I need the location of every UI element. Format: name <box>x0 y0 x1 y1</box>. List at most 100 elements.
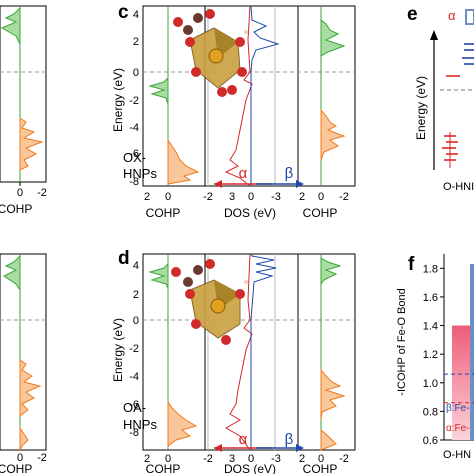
panel-f-ytick-label: 0.8 <box>423 406 438 418</box>
panel-d-ytick-2: 0 <box>133 315 139 327</box>
panel-d-alpha-arrowhead <box>214 444 222 452</box>
panel-f-bars <box>452 264 474 440</box>
panel-c-right-green-fill <box>320 18 346 57</box>
panel-c-left-xtick-0: 2 <box>144 191 150 203</box>
panel-d-beta-label: β <box>285 431 294 448</box>
panel-e-axis-arrowhead <box>430 30 438 40</box>
panel-c-right-xlabel: COHP <box>303 206 338 220</box>
panel-c-yticks: 4 2 0 -2 -4 -6 -8 <box>129 9 139 188</box>
left-top-frame <box>0 5 47 183</box>
panel-d-ytick-3: -2 <box>129 343 139 355</box>
panel-c-beta-arrowhead <box>296 180 304 188</box>
left-fragment-top: 0 -2 COHP <box>0 5 47 216</box>
panel-c-right-orange-fill <box>320 108 346 161</box>
panel-f: f -ICOHP of Fe-O Bond 1.8 1.6 1.4 1.2 1.0 0.8… <box>396 254 474 461</box>
panel-f-ytick-label: 1.4 <box>423 321 438 333</box>
panel-e-letter: e <box>407 4 418 25</box>
left-bottom-frame <box>0 253 47 451</box>
panel-f-letter: f <box>408 254 415 275</box>
panel-f-ytick-label: 1.6 <box>423 292 438 304</box>
panel-c-dos-beta-curve <box>250 5 280 186</box>
panel-d-dos-xtick-1: 3 <box>229 453 235 465</box>
panel-d-letter: d <box>118 248 130 269</box>
panel-f-yticks: 1.8 1.6 1.4 1.2 1.0 0.8 0.6 <box>423 263 444 447</box>
panel-d-left-xtick-1: 0 <box>165 453 171 465</box>
panel-c-frame <box>142 5 356 187</box>
panel-d-dos-alpha-curve <box>224 253 253 451</box>
panel-c-ylabel: Energy (eV) <box>111 68 125 132</box>
panel-f-ytick-label: 0.6 <box>423 435 438 447</box>
panel-c-dos-xtick-0: -2 <box>203 191 213 203</box>
panel-c-ytick-2: 0 <box>133 67 139 79</box>
panel-c-left-green-fill <box>148 76 169 105</box>
panel-d-frame <box>142 253 356 451</box>
panel-d-right-green-fill <box>320 257 342 286</box>
panel-c-beta-label: β <box>285 165 294 182</box>
panel-d-right-xtick-1: 0 <box>318 453 324 465</box>
panel-d-ytick-1: 2 <box>133 289 139 301</box>
panel-d-dos-xtick-3: -3 <box>271 453 281 465</box>
left-bottom-tick-label-1: -2 <box>37 452 47 464</box>
panel-e-beta-levels <box>462 43 474 65</box>
panel-c-dos-xtick-2: 0 <box>248 191 254 203</box>
panel-c-dos-xlabel: DOS (eV) <box>224 206 276 220</box>
panel-f-reference-lines <box>444 373 474 404</box>
panel-c-dos-xtick-3: -3 <box>271 191 281 203</box>
panel-c-right-xtick-2: -2 <box>339 191 349 203</box>
panel-d-label-line-1: OA- <box>123 400 146 415</box>
panel-d-dos-xtick-0: -2 <box>203 453 213 465</box>
left-top-green-fill <box>0 6 21 45</box>
panel-d-molecule-image <box>171 259 248 345</box>
panel-c-letter: c <box>118 2 129 23</box>
panel-d-alpha-label: α <box>239 431 248 448</box>
left-bottom-orange-fill <box>19 359 42 417</box>
panel-d-yticks: 4 2 0 -2 -4 -6 -8 <box>129 260 139 439</box>
left-bottom-tick-label-0: 0 <box>17 452 23 464</box>
left-top-orange-fill <box>19 117 44 171</box>
panel-c-alpha-label: α <box>239 165 248 182</box>
panel-d-dos-beta-curve <box>250 253 277 450</box>
panel-d-ytick-5: -6 <box>129 399 139 411</box>
panel-d-dos-xlabel: DOS (eV) <box>224 462 276 474</box>
left-top-xlabel: COHP <box>0 202 32 216</box>
panel-e-alpha-label: α <box>448 8 456 23</box>
panel-c-ytick-0: 4 <box>133 9 139 21</box>
panel-f-legend-beta: β:Fe- <box>446 403 470 414</box>
panel-e-ylabel: Energy (eV) <box>414 76 428 140</box>
panel-c-label-line-2: HNPs <box>123 166 157 181</box>
panel-d-right-xlabel: COHP <box>303 462 338 474</box>
panel-f-ylabel: -ICOHP of Fe-O Bond <box>396 288 408 395</box>
panel-c-right-xtick-0: 2 <box>299 191 305 203</box>
left-bottom-orange-fill-2 <box>19 426 29 451</box>
panel-e-xlabel: O-HNI <box>443 181 474 193</box>
panel-f-bar-alpha <box>452 325 474 440</box>
panel-f-legend-alpha: α:Fe- <box>446 423 470 434</box>
panel-d-ytick-4: -4 <box>129 371 139 383</box>
panel-c-ytick-3: -2 <box>129 95 139 107</box>
left-fragment-bottom: 0 -2 COHP <box>0 253 47 474</box>
panel-f-ytick-label: 1.2 <box>423 349 438 361</box>
panel-d-dos-xtick-2: 0 <box>248 453 254 465</box>
panel-c-left-xtick-1: 0 <box>165 191 171 203</box>
panel-e-legend-swatch <box>465 9 474 25</box>
panel-c-molecule-image <box>173 9 248 97</box>
panel-c-alpha-arrowhead <box>214 180 222 188</box>
panel-d-ytick-0: 4 <box>133 260 139 272</box>
panel-c-left-orange-fill <box>167 138 200 185</box>
panel-c-ytick-6: -8 <box>129 176 139 188</box>
panel-d-right-xtick-0: 2 <box>299 453 305 465</box>
panel-c-left-xlabel: COHP <box>146 206 181 220</box>
panel-d-beta-arrowhead <box>296 444 304 452</box>
panel-d-right-orange-fill <box>320 368 346 421</box>
panel-d-left-xlabel: COHP <box>146 462 181 474</box>
panel-c-dos-xtick-1: 3 <box>229 191 235 203</box>
panel-c-ytick-1: 2 <box>133 36 139 48</box>
panel-d-left-xtick-0: 2 <box>144 453 150 465</box>
left-top-tick-label-0: 0 <box>17 187 23 199</box>
panel-f-bar-beta <box>470 264 474 440</box>
panel-d-ytick-6: -8 <box>129 427 139 439</box>
panel-c-dos-alpha-curve <box>224 5 253 187</box>
panel-f-xlabel: O-HN <box>443 449 471 461</box>
left-top-tick-label-1: -2 <box>37 187 47 199</box>
panel-d-left-orange-fill <box>167 400 198 447</box>
